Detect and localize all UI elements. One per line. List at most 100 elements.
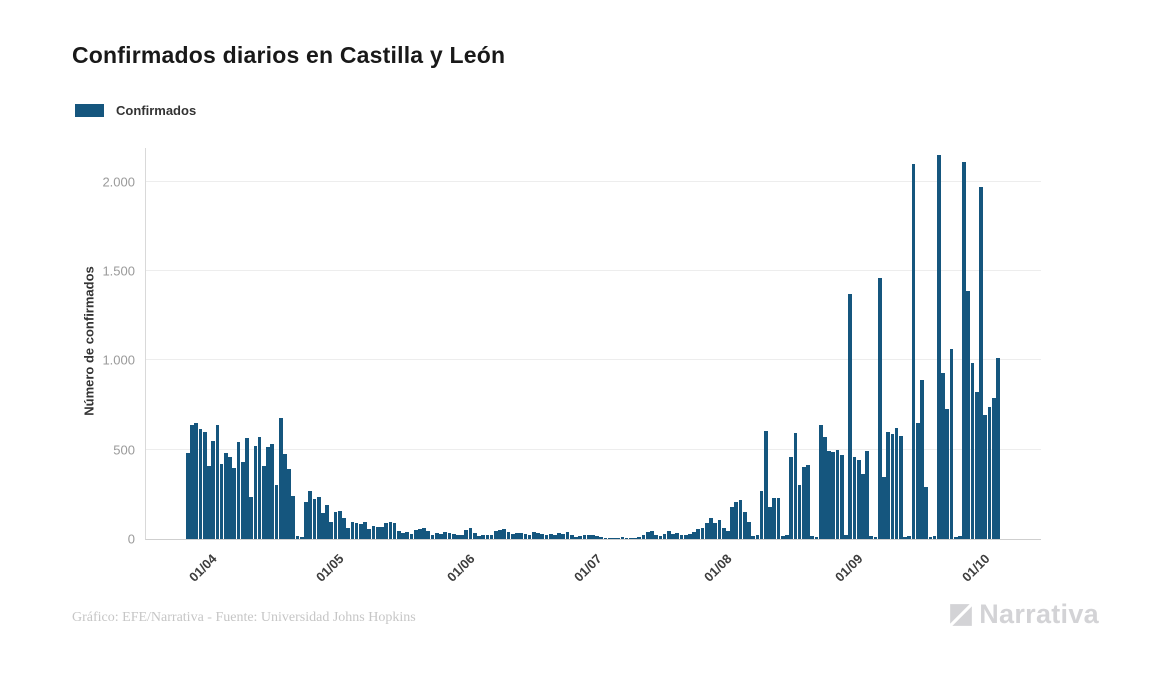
bar — [418, 529, 422, 539]
bar — [506, 531, 511, 539]
bar — [721, 528, 726, 539]
bar — [747, 522, 751, 539]
bar — [915, 422, 920, 539]
bar — [932, 536, 937, 539]
bar — [709, 517, 713, 539]
bar — [637, 536, 642, 539]
bar — [325, 505, 329, 539]
narrativa-n-icon — [950, 603, 973, 626]
bar — [835, 450, 840, 539]
bar — [186, 453, 190, 539]
bar — [548, 533, 553, 539]
bar — [198, 429, 203, 539]
bar — [873, 537, 878, 539]
bar — [696, 529, 701, 539]
bar — [409, 533, 414, 539]
bar — [852, 457, 857, 539]
bar — [848, 294, 853, 539]
bar — [380, 527, 384, 539]
bar — [827, 450, 831, 539]
bar — [574, 537, 578, 539]
y-tick-labels: 0 500 1.000 1.500 2.000 — [40, 148, 135, 546]
bar — [291, 496, 296, 539]
bar — [831, 452, 836, 539]
bar — [974, 391, 979, 539]
bar — [793, 432, 798, 539]
bar — [726, 530, 730, 539]
gridline — [146, 270, 1041, 272]
bar — [945, 408, 950, 539]
bar — [966, 290, 971, 539]
bar — [215, 424, 220, 539]
bar — [683, 535, 688, 539]
bar — [367, 529, 372, 539]
bar — [675, 532, 680, 539]
bar — [354, 522, 359, 539]
bar — [730, 506, 734, 539]
bar — [844, 535, 848, 539]
bar — [979, 187, 983, 539]
bar — [983, 414, 988, 539]
bar — [544, 534, 549, 539]
footer-credit: Gráfico: EFE/Narrativa - Fuente: Univers… — [72, 610, 416, 625]
bar — [493, 530, 498, 539]
bar — [679, 534, 684, 539]
bar — [768, 507, 772, 539]
bar — [207, 465, 211, 539]
bar — [329, 522, 334, 539]
bar — [662, 533, 667, 539]
bar — [321, 513, 325, 539]
bar — [671, 533, 675, 539]
bar — [443, 531, 448, 539]
bar — [650, 530, 654, 539]
bar — [823, 436, 827, 539]
bar — [287, 469, 291, 539]
bar — [658, 536, 663, 539]
bar — [991, 397, 996, 539]
y-tick-label: 0 — [127, 531, 135, 547]
bar — [401, 532, 405, 539]
bar — [839, 455, 844, 539]
bar — [223, 453, 228, 539]
bar — [274, 485, 279, 539]
x-tick-label: 01/05 — [312, 551, 347, 585]
bar — [688, 533, 692, 539]
bar — [641, 534, 646, 539]
gridline — [146, 359, 1041, 361]
bar — [565, 531, 570, 539]
bar — [510, 533, 515, 539]
bar — [734, 501, 739, 539]
bar — [413, 530, 418, 539]
bar — [814, 537, 819, 539]
y-tick-label: 2.000 — [102, 174, 135, 190]
bar — [810, 536, 815, 539]
bar — [375, 526, 380, 539]
bar — [460, 535, 464, 539]
bar — [434, 532, 439, 539]
bar — [607, 537, 612, 539]
bar — [591, 535, 595, 539]
bar — [772, 498, 777, 539]
bar — [388, 522, 393, 539]
x-tick-label: 01/06 — [443, 551, 478, 585]
bar — [299, 537, 304, 539]
bar — [519, 532, 523, 539]
bar — [523, 533, 528, 539]
bar — [464, 530, 469, 539]
bar — [236, 441, 241, 539]
bar — [818, 425, 823, 539]
bar — [928, 537, 933, 539]
bar — [426, 530, 431, 539]
bar — [270, 444, 275, 539]
bar — [890, 434, 895, 539]
bar — [422, 528, 426, 539]
bar — [949, 348, 954, 539]
bar — [882, 476, 886, 539]
bar — [430, 534, 435, 539]
bar — [907, 536, 912, 539]
bar — [468, 528, 473, 539]
bar — [628, 538, 633, 539]
bar — [489, 535, 494, 539]
bar — [738, 499, 743, 539]
